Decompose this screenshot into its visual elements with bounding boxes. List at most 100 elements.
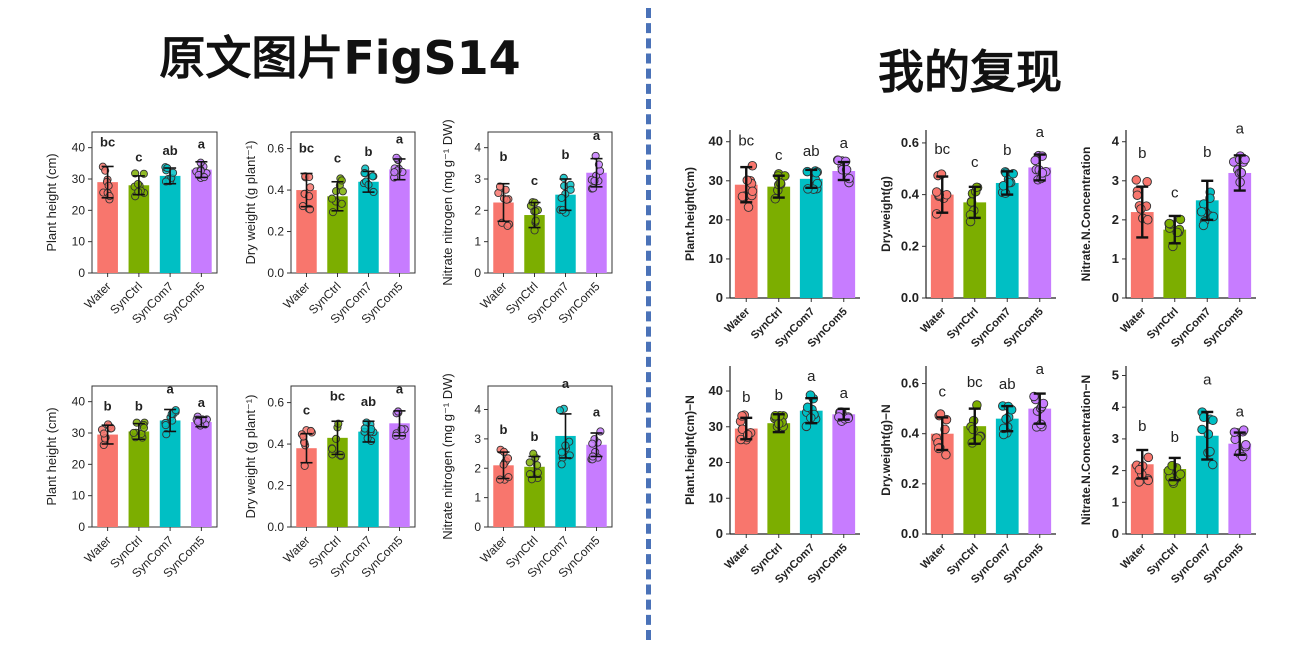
bar bbox=[767, 423, 791, 534]
y-tick-label: 3 bbox=[474, 432, 481, 446]
significance-letter: c bbox=[303, 403, 310, 418]
significance-letter: bc bbox=[330, 388, 345, 403]
y-tick-label: 30 bbox=[72, 426, 86, 440]
data-point bbox=[1001, 414, 1011, 424]
y-axis-label: Dry.weight(g)−N bbox=[879, 404, 893, 495]
bar bbox=[159, 420, 181, 527]
bar bbox=[327, 437, 348, 527]
panel-border bbox=[487, 385, 613, 528]
y-tick-label: 2 bbox=[474, 203, 481, 217]
significance-letter: a bbox=[1036, 124, 1045, 141]
data-point bbox=[99, 429, 108, 438]
panel-border bbox=[91, 385, 218, 528]
significance-letter: a bbox=[396, 382, 404, 397]
data-point bbox=[743, 202, 754, 212]
data-point bbox=[306, 426, 315, 436]
y-tick-label: 20 bbox=[72, 457, 86, 471]
data-point bbox=[306, 183, 315, 192]
significance-letter: b bbox=[775, 387, 783, 404]
data-point bbox=[1196, 207, 1207, 217]
significance-letter: bc bbox=[299, 141, 314, 156]
significance-letter: a bbox=[167, 382, 175, 397]
y-tick-label: 0.2 bbox=[267, 225, 284, 239]
bar bbox=[734, 428, 758, 534]
data-point bbox=[747, 161, 758, 171]
y-tick-label: 30 bbox=[709, 173, 723, 188]
bar bbox=[1228, 443, 1252, 534]
y-tick-label: 3 bbox=[1112, 431, 1119, 446]
bar bbox=[389, 169, 410, 273]
significance-letter: ab bbox=[361, 394, 376, 409]
panel-border bbox=[91, 131, 218, 274]
original-figure-heading: 原文图片FigS14 bbox=[159, 31, 521, 85]
significance-letter: c bbox=[1171, 185, 1179, 202]
data-point bbox=[129, 428, 138, 437]
bar bbox=[358, 181, 379, 273]
y-tick-label: 0.0 bbox=[267, 520, 284, 534]
data-point bbox=[337, 199, 346, 208]
data-point bbox=[844, 173, 854, 184]
data-point bbox=[1164, 218, 1175, 229]
data-point bbox=[328, 444, 337, 453]
y-tick-label: 10 bbox=[709, 490, 723, 505]
significance-letter: a bbox=[1203, 372, 1212, 389]
y-tick-label: 4 bbox=[1112, 134, 1120, 149]
y-axis-label: Plant.height(cm) bbox=[683, 167, 697, 261]
significance-letter: b bbox=[1171, 429, 1179, 446]
y-axis-label: Nitrate nitrogen (mg g⁻¹ DW) bbox=[440, 119, 455, 286]
significance-letter: bc bbox=[967, 374, 983, 391]
y-tick-label: 3 bbox=[1112, 173, 1119, 188]
bar bbox=[930, 194, 954, 298]
data-point bbox=[503, 454, 513, 463]
data-point bbox=[531, 216, 540, 225]
significance-letter: b bbox=[1203, 144, 1211, 161]
y-tick-label: 0.6 bbox=[267, 142, 284, 156]
chart-repro-dry-bottom: 0.00.20.40.6Dry.weight(g)−NcWaterbcSynCt… bbox=[879, 361, 1056, 586]
bar bbox=[191, 169, 212, 273]
significance-letter: c bbox=[775, 147, 783, 164]
data-point bbox=[390, 168, 399, 177]
y-tick-label: 1 bbox=[474, 491, 481, 505]
data-point bbox=[941, 450, 951, 460]
significance-letter: b bbox=[500, 422, 508, 437]
y-tick-label: 0 bbox=[1112, 290, 1119, 305]
bar bbox=[128, 185, 150, 273]
y-tick-label: 10 bbox=[72, 489, 86, 503]
y-tick-label: 20 bbox=[709, 212, 723, 227]
data-point bbox=[363, 434, 372, 443]
data-point bbox=[161, 421, 170, 430]
data-point bbox=[1208, 211, 1219, 222]
data-point bbox=[1030, 155, 1040, 166]
y-tick-label: 0 bbox=[1112, 526, 1119, 541]
bar bbox=[389, 423, 410, 527]
significance-letter: c bbox=[135, 149, 142, 164]
y-tick-label: 1 bbox=[1112, 251, 1119, 266]
bar bbox=[1228, 172, 1252, 298]
bar bbox=[832, 414, 856, 534]
data-point bbox=[504, 473, 513, 482]
data-point bbox=[747, 186, 758, 197]
y-tick-label: 0.4 bbox=[267, 183, 284, 197]
data-point bbox=[555, 406, 564, 415]
chart-repro-height-top: 010203040Plant.height(cm)bcWatercSynCtrl… bbox=[683, 130, 860, 350]
significance-letter: ab bbox=[999, 376, 1016, 393]
y-axis-label: Dry weight (g plant⁻¹) bbox=[243, 141, 258, 265]
data-point bbox=[557, 460, 566, 469]
y-tick-label: 0.4 bbox=[901, 426, 920, 441]
data-point bbox=[1143, 452, 1154, 463]
bar bbox=[1163, 469, 1187, 534]
y-tick-label: 30 bbox=[709, 419, 723, 434]
data-point bbox=[1236, 167, 1247, 178]
bar bbox=[128, 431, 150, 527]
significance-letter: b bbox=[1138, 418, 1146, 435]
significance-letter: a bbox=[562, 376, 570, 391]
data-point bbox=[1131, 175, 1142, 185]
significance-letter: bc bbox=[934, 141, 950, 158]
chart-repro-dry-top: 0.00.20.40.6Dry.weight(g)bcWatercSynCtrl… bbox=[879, 124, 1056, 350]
y-tick-label: 0.6 bbox=[901, 135, 919, 150]
y-axis-label: Plant height (cm) bbox=[44, 407, 59, 505]
